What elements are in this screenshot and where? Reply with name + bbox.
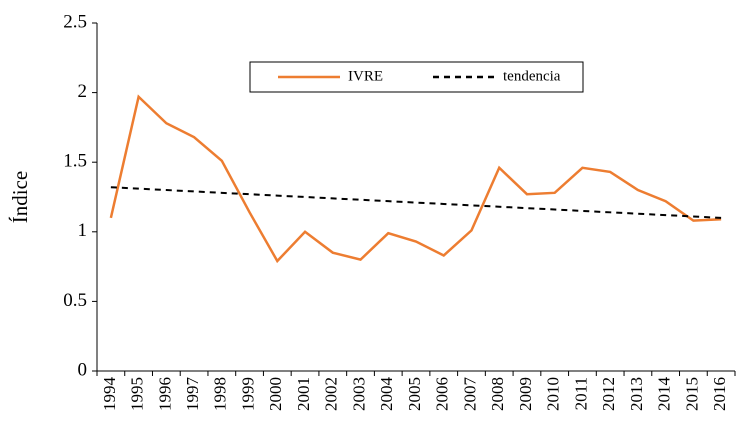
x-tick-label: 1999 — [238, 377, 257, 411]
x-tick-label: 2003 — [349, 377, 368, 411]
x-tick-label: 2007 — [460, 377, 479, 412]
x-tick-label: 2006 — [433, 377, 452, 411]
x-tick-label: 2016 — [710, 377, 729, 411]
x-tick-label: 2000 — [266, 377, 285, 411]
legend-label: IVRE — [348, 68, 383, 84]
y-tick-label: 1.5 — [63, 151, 87, 172]
x-tick-label: 1998 — [211, 377, 230, 411]
y-tick-label: 1 — [78, 220, 88, 241]
x-tick-label: 2009 — [516, 377, 535, 411]
series-line — [110, 186, 722, 219]
x-tick-label: 2010 — [544, 377, 563, 411]
x-tick-label: 2008 — [488, 377, 507, 411]
x-tick-label: 2004 — [377, 377, 396, 412]
x-tick-label: 2012 — [599, 377, 618, 411]
x-tick-label: 2005 — [405, 377, 424, 411]
y-tick-label: 2.5 — [63, 11, 87, 32]
x-tick-label: 2015 — [682, 377, 701, 411]
y-tick-label: 0.5 — [63, 290, 87, 311]
x-tick-label: 1997 — [183, 377, 202, 412]
y-tick-label: 0 — [78, 359, 88, 380]
x-tick-label: 2002 — [322, 377, 341, 411]
x-tick-label: 2001 — [294, 377, 313, 411]
x-tick-label: 2013 — [627, 377, 646, 411]
x-tick-label: 1995 — [128, 377, 147, 411]
x-tick-label: 2014 — [655, 377, 674, 412]
series-line — [109, 94, 722, 264]
x-tick-label: 1996 — [155, 377, 174, 411]
legend-label: tendencia — [503, 68, 561, 84]
x-tick-label: 1994 — [100, 377, 119, 412]
y-tick-label: 2 — [78, 81, 88, 102]
x-tick-label: 2011 — [571, 377, 590, 410]
y-axis-title: Índice — [8, 171, 32, 223]
